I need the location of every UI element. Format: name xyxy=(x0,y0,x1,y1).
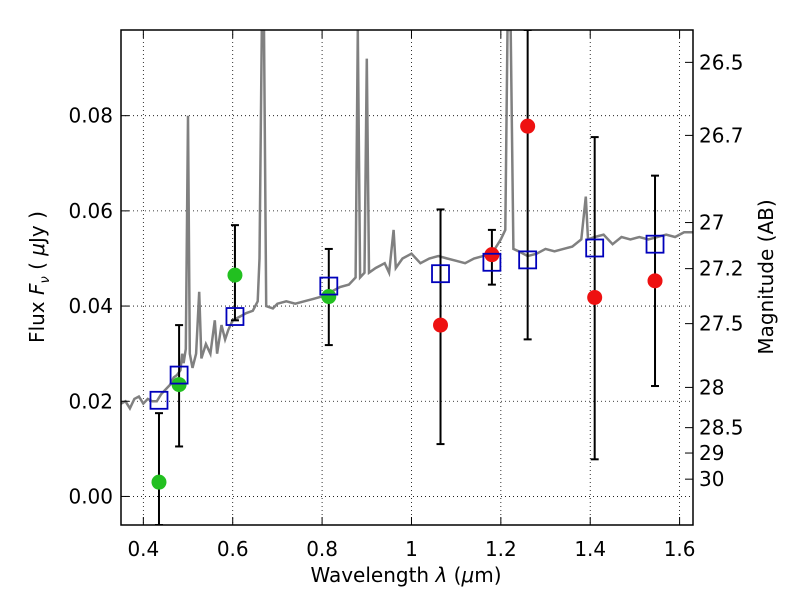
x-axis-label: Wavelength λ (μm) xyxy=(310,563,501,587)
data-marks xyxy=(149,30,665,525)
spectrum-line xyxy=(121,30,693,412)
y-tick-label: 0.06 xyxy=(68,199,113,223)
green-data-point xyxy=(321,289,337,305)
x-tick-label: 1 xyxy=(405,537,418,561)
green-data-point xyxy=(151,474,167,490)
mag-tick-label: 26.7 xyxy=(699,123,744,147)
mag-tick-label: 28 xyxy=(699,375,724,399)
x-tick-label: 1.2 xyxy=(485,537,517,561)
model-band-square xyxy=(585,238,605,258)
x-tick-label: 0.8 xyxy=(306,537,338,561)
red-data-point xyxy=(587,289,603,305)
y-tick-label: 0.08 xyxy=(68,104,113,128)
grid xyxy=(121,30,693,525)
y-tick-label: 0.02 xyxy=(68,389,113,413)
mag-tick-label: 27.2 xyxy=(699,257,744,281)
model-band-square xyxy=(645,234,665,254)
mag-tick-label: 28.5 xyxy=(699,416,744,440)
x-tick-label: 1.4 xyxy=(574,537,606,561)
mag-tick-label: 30 xyxy=(699,467,724,491)
model-band-square xyxy=(482,252,502,272)
green-data-point xyxy=(171,377,187,393)
red-data-point xyxy=(520,118,536,134)
y-axis-label-left: Flux Fν ( μJy ) xyxy=(25,211,53,343)
mag-tick-label: 26.5 xyxy=(699,50,744,74)
mag-tick-label: 29 xyxy=(699,441,724,465)
y-axis-label-right: Magnitude (AB) xyxy=(754,199,778,354)
axis-ticks: 0.4 0.6 0.8 1 1.2 1.4 1.6 0.00 0.02 0.04 0.06 0.08 2… xyxy=(68,30,744,561)
y-tick-label: 0.04 xyxy=(68,294,113,318)
mag-tick-label: 27.5 xyxy=(699,312,744,336)
model-band-square xyxy=(225,307,245,326)
plot-frame xyxy=(120,29,694,526)
model-band-square xyxy=(431,264,450,284)
red-data-point xyxy=(433,317,449,333)
model-band-square xyxy=(518,250,538,270)
model-band-square xyxy=(319,276,339,296)
model-band-square xyxy=(169,365,189,385)
x-tick-label: 0.4 xyxy=(127,537,159,561)
x-tick-label: 0.6 xyxy=(217,537,249,561)
y-tick-label: 0.00 xyxy=(68,484,113,508)
x-tick-label: 1.6 xyxy=(664,537,696,561)
model-band-square xyxy=(149,390,169,410)
mag-tick-label: 27 xyxy=(699,211,724,235)
red-data-point xyxy=(647,273,663,289)
green-data-point xyxy=(227,267,243,283)
